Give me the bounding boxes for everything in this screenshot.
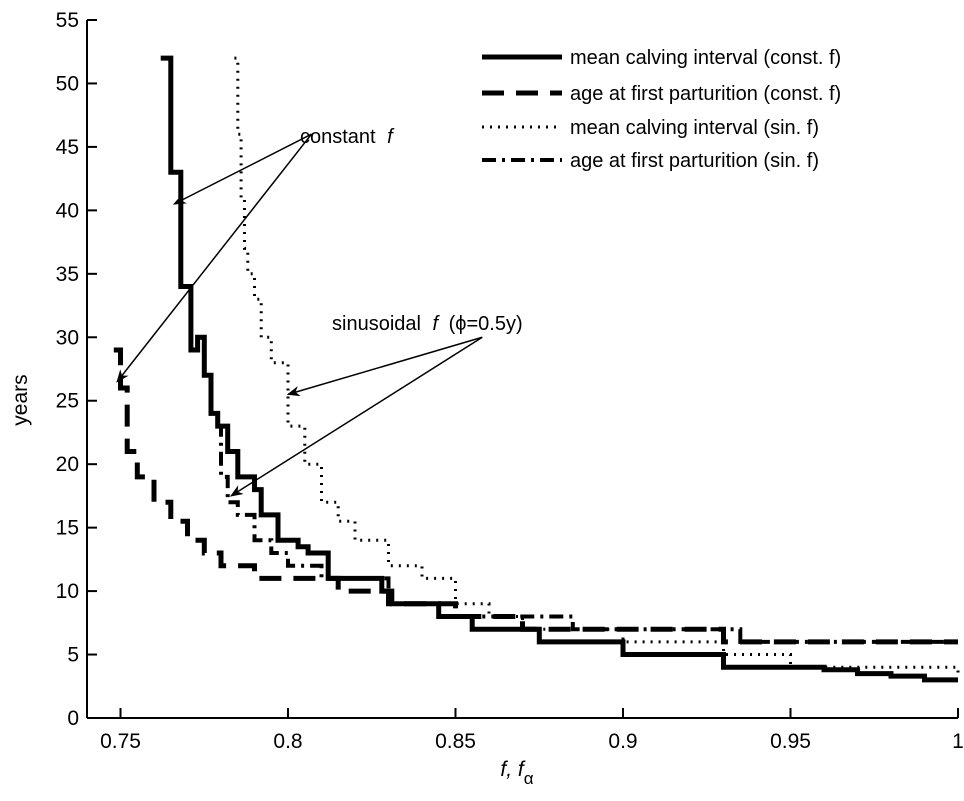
legend: mean calving interval (const. f) age at … xyxy=(482,47,841,172)
x-tick-label: 1 xyxy=(952,730,964,753)
legend-entry-3: mean calving interval (sin. f) xyxy=(570,117,819,139)
y-tick-label: 35 xyxy=(56,263,79,286)
y-tick-label: 30 xyxy=(56,326,79,349)
annotation-arrow xyxy=(286,336,483,397)
annotation-arrow xyxy=(172,133,312,205)
y-tick-label: 40 xyxy=(56,199,79,222)
annotation-arrow xyxy=(116,133,313,383)
y-tick-label: 15 xyxy=(56,517,79,540)
annotation-sinusoidal-phi: (ϕ=0.5y) xyxy=(449,313,523,335)
annotation-sinusoidal: sinusoidal f (ϕ=0.5y) xyxy=(332,313,523,335)
y-tick-label: 20 xyxy=(56,453,79,476)
annotation-constant-text: constant xyxy=(300,126,376,148)
annotation-arrow xyxy=(229,336,483,497)
x-axis-label-main: f, f xyxy=(500,758,526,781)
series-line-solid xyxy=(160,55,958,683)
series-line-dashed xyxy=(113,347,958,645)
series-layer xyxy=(113,55,960,683)
axes xyxy=(86,20,958,719)
y-tick-label: 25 xyxy=(56,390,79,413)
x-tick-label: 0.85 xyxy=(435,730,476,753)
x-axis-label-subscript: α xyxy=(524,769,534,788)
annotation-constant: constant f xyxy=(300,126,395,148)
y-tick-label: 5 xyxy=(67,644,79,667)
legend-entry-2: age at first parturition (const. f) xyxy=(570,83,841,105)
y-tick-label: 0 xyxy=(67,707,79,730)
annotations xyxy=(116,133,483,497)
series-line-dashdot xyxy=(217,424,958,644)
annotation-sinusoidal-f: f xyxy=(433,313,441,335)
y-tick-label: 10 xyxy=(56,580,79,603)
y-tick-label: 45 xyxy=(56,136,79,159)
ticks: 0 5 10 15 20 25 30 35 40 45 50 55 0.75 0.8 0.85 0.9 0.95… xyxy=(56,9,964,753)
y-tick-label: 55 xyxy=(56,9,79,32)
annotation-sinusoidal-text: sinusoidal xyxy=(332,313,421,335)
y-axis-label: years xyxy=(9,374,32,425)
x-tick-label: 0.9 xyxy=(608,730,637,753)
legend-entry-1: mean calving interval (const. f) xyxy=(570,47,841,69)
annotation-constant-f: f xyxy=(387,126,395,148)
x-axis-label: f, fα xyxy=(500,758,533,788)
legend-entry-4: age at first parturition (sin. f) xyxy=(570,150,819,172)
x-tick-label: 0.95 xyxy=(770,730,811,753)
x-tick-label: 0.75 xyxy=(100,730,141,753)
y-tick-label: 50 xyxy=(56,72,79,95)
x-tick-label: 0.8 xyxy=(273,730,302,753)
